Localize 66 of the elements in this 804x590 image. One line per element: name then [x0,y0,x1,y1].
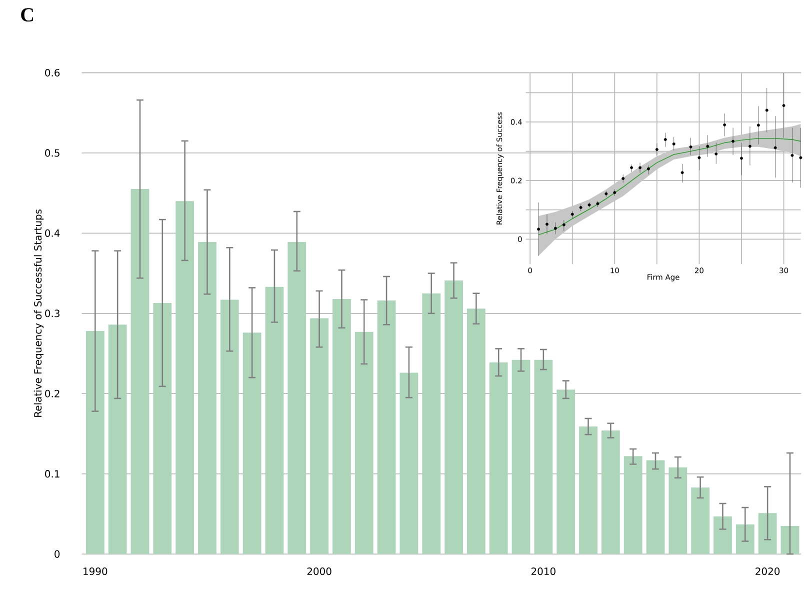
bar [176,201,194,554]
bar [646,460,665,554]
bar [198,242,216,554]
bar [400,372,418,554]
point [740,156,743,160]
point [756,124,760,127]
point [714,152,718,156]
y-tick-label: 0.4 [45,229,60,237]
x-tick-label: 2000 [307,568,332,576]
point [765,108,768,112]
point [774,146,777,150]
bar [444,280,463,554]
point [537,228,540,231]
y-tick-label: 0 [54,550,60,558]
point [554,226,557,230]
point [732,140,735,143]
y-tick-label: 0.1 [45,470,60,478]
point [622,177,625,180]
bar [153,302,172,554]
bar [601,430,620,554]
y-tick-label: 0.6 [45,68,60,77]
bar [288,242,306,554]
bar [265,286,284,554]
point [698,156,701,160]
bar [624,456,642,554]
point [680,171,684,174]
bar [130,189,150,554]
bar [714,516,732,554]
bar [220,300,239,554]
point [689,145,692,148]
bar [691,488,710,554]
y-axis-title: Relative Frequency of Successful Startups [34,209,44,417]
text: C [21,8,34,22]
point [562,223,566,226]
bar [556,390,576,554]
bar [242,332,262,554]
point [723,123,726,126]
point [748,144,752,148]
x-tick-label: 1990 [84,568,108,576]
point [782,104,786,108]
point [664,138,667,142]
x-tick-label: 2020 [756,568,780,576]
bar [467,308,486,554]
point [546,222,548,226]
bar [422,293,441,554]
bar [512,360,530,554]
bar [310,318,328,554]
point [672,142,676,146]
point [638,166,642,170]
point [706,144,710,148]
bar [108,324,127,554]
point [655,148,658,152]
x-tick-label: 2010 [531,568,556,576]
y-tick-label: 0.3 [45,310,60,318]
bar [534,360,553,554]
point [790,154,794,157]
y-tick-label: 0.5 [45,149,60,157]
bar [377,300,396,554]
bar [489,362,508,554]
bar [354,332,374,554]
bar [579,426,598,554]
line-series [538,138,802,236]
bar [668,467,688,554]
bar [86,331,104,554]
bar [332,298,351,554]
y-tick-label: 0.2 [45,390,60,398]
